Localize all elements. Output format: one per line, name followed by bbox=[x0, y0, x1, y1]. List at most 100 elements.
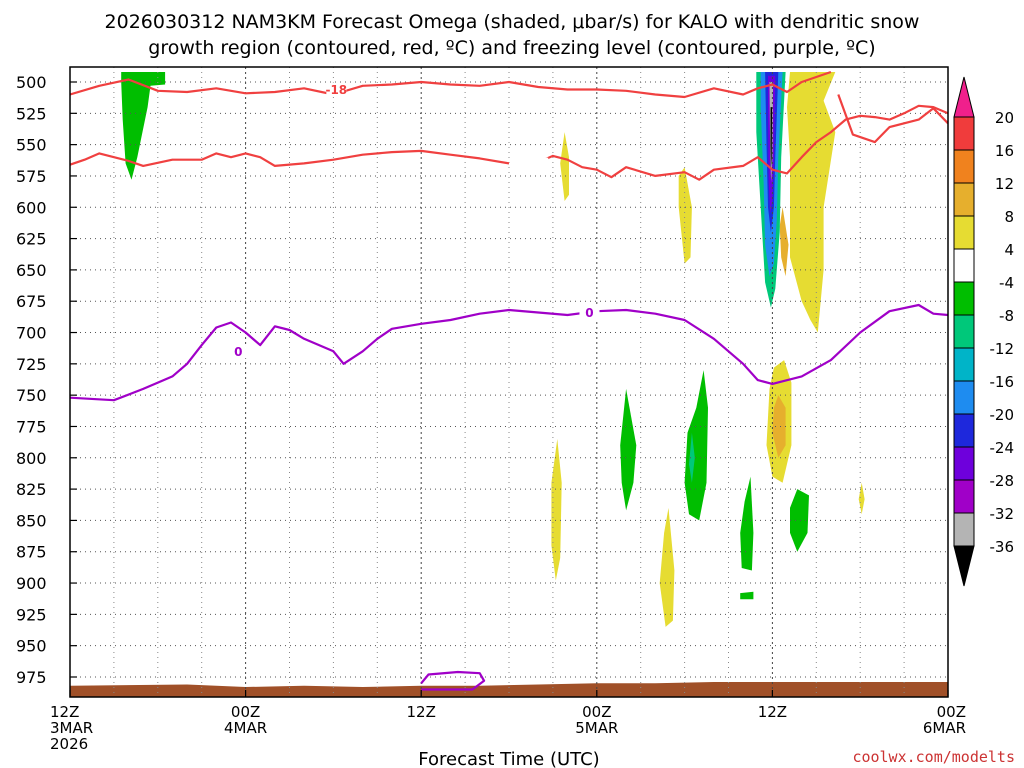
colorbar-bottom-arrow bbox=[953, 545, 975, 587]
y-tick-label-600: 600 bbox=[16, 198, 47, 217]
contour--18-1 bbox=[837, 94, 948, 144]
contour-0-4 bbox=[70, 303, 948, 402]
colorbar-swatch-1 bbox=[953, 149, 975, 184]
colorbar-swatch-11 bbox=[953, 479, 975, 514]
x-tick-label-36-1: 5MAR bbox=[575, 719, 618, 737]
y-tick-label-550: 550 bbox=[16, 136, 47, 155]
colorbar-label-5: -4 bbox=[999, 274, 1014, 292]
contour-label-0: -18 bbox=[325, 83, 347, 97]
contour--18-0 bbox=[70, 70, 832, 99]
contour-label-2: 0 bbox=[234, 345, 242, 359]
terrain-layer bbox=[70, 682, 948, 697]
colorbar-label-1: 16 bbox=[995, 142, 1014, 160]
omega-minus4-hour38 bbox=[620, 388, 637, 511]
contour-label-bg-0 bbox=[326, 82, 347, 97]
colorbar-label-13: -36 bbox=[990, 538, 1015, 556]
y-tick-label-500: 500 bbox=[16, 73, 47, 92]
colorbar-label-8: -16 bbox=[990, 373, 1015, 391]
y-tick-label-850: 850 bbox=[16, 511, 47, 530]
omega-minus4-hour42 bbox=[684, 370, 708, 521]
omega-shaded-regions bbox=[121, 72, 865, 627]
x-axis-label: Forecast Time (UTC) bbox=[418, 749, 599, 768]
omega-plus4-hour32 bbox=[551, 439, 562, 581]
contour--12-3 bbox=[537, 104, 948, 181]
colorbar-swatch-9 bbox=[953, 413, 975, 448]
omega-plus4-near-hour33 bbox=[560, 132, 569, 201]
contour-lines bbox=[70, 70, 948, 691]
omega-plus8-core bbox=[779, 207, 789, 277]
omega-minus4-small-blob bbox=[740, 591, 754, 600]
y-axis-ticks: 500 525 550 575 600 625 650 675 700 725 750 775 800 8… bbox=[16, 73, 77, 687]
plot-frame bbox=[69, 66, 949, 698]
credit-text: coolwx.com/modelts bbox=[852, 748, 1015, 766]
colorbar-label-12: -32 bbox=[990, 505, 1015, 523]
y-tick-label-675: 675 bbox=[16, 292, 47, 311]
x-tick-label-60-1: 6MAR bbox=[923, 719, 966, 737]
colorbar-swatch-8 bbox=[953, 380, 975, 415]
contour-labels: -18 0 0 bbox=[228, 82, 600, 359]
omega-minus4-hour46 bbox=[740, 476, 754, 571]
x-tick-label-60-0: 00Z bbox=[937, 703, 966, 721]
colorbar-swatch-12 bbox=[953, 512, 975, 547]
x-tick-label-36-0: 00Z bbox=[582, 703, 611, 721]
omega-minus8-hour42 bbox=[689, 432, 695, 483]
colorbar-swatch-0 bbox=[953, 116, 975, 151]
x-tick-label-0-2: 2026 bbox=[50, 735, 88, 753]
colorbar-label-10: -24 bbox=[990, 439, 1015, 457]
colorbar-label-11: -28 bbox=[990, 472, 1015, 490]
colorbar-label-2: 12 bbox=[995, 175, 1014, 193]
contour-label-3: 0 bbox=[585, 306, 593, 320]
contour--12-2 bbox=[70, 149, 510, 167]
terrain-surface bbox=[70, 682, 948, 697]
x-tick-label-48-0: 12Z bbox=[758, 703, 787, 721]
x-tick-label-0-1: 3MAR bbox=[50, 719, 93, 737]
colorbar-label-7: -12 bbox=[990, 340, 1015, 358]
contour-label-bg-1 bbox=[528, 157, 549, 172]
y-tick-label-800: 800 bbox=[16, 449, 47, 468]
omega-minus4-top-left bbox=[121, 72, 166, 180]
contour-0-5 bbox=[420, 670, 486, 691]
colorbar-swatch-7 bbox=[953, 347, 975, 382]
colorbar-label-0: 20 bbox=[995, 109, 1014, 127]
colorbar-label-6: -8 bbox=[999, 307, 1014, 325]
y-tick-label-700: 700 bbox=[16, 324, 47, 343]
x-tick-label-12-1: 4MAR bbox=[224, 719, 267, 737]
y-tick-label-825: 825 bbox=[16, 480, 47, 499]
x-tick-label-12-0: 00Z bbox=[231, 703, 260, 721]
colorbar-label-3: 8 bbox=[1004, 208, 1014, 226]
omega-colorbar: 20 16 12 8 4 -4 -8 -12 -16 -20 -24 -28 -32 -36 bbox=[953, 76, 1015, 587]
y-tick-label-575: 575 bbox=[16, 167, 47, 186]
y-tick-label-525: 525 bbox=[16, 104, 47, 123]
omega-plus4-near-hour42 bbox=[678, 167, 692, 264]
y-tick-label-775: 775 bbox=[16, 417, 47, 436]
omega-minus36-core bbox=[770, 107, 773, 170]
x-tick-label-24-0: 12Z bbox=[407, 703, 436, 721]
contour-label-bg-2 bbox=[228, 344, 249, 359]
colorbar-label-4: 4 bbox=[1004, 241, 1014, 259]
omega-plus4-hour54 bbox=[858, 482, 865, 515]
y-tick-label-950: 950 bbox=[16, 637, 47, 656]
contour-label-bg-3 bbox=[579, 305, 600, 320]
y-tick-label-750: 750 bbox=[16, 386, 47, 405]
grid-lines bbox=[70, 67, 948, 697]
colorbar-label-9: -20 bbox=[990, 406, 1015, 424]
y-tick-label-625: 625 bbox=[16, 230, 47, 249]
x-tick-label-0-0: 12Z bbox=[50, 703, 79, 721]
y-tick-label-925: 925 bbox=[16, 605, 47, 624]
colorbar-swatch-6 bbox=[953, 314, 975, 349]
chart-title-line-2: growth region (contoured, red, ºC) and f… bbox=[148, 37, 875, 59]
colorbar-swatch-4 bbox=[953, 248, 975, 283]
y-tick-label-875: 875 bbox=[16, 543, 47, 562]
omega-minus4-hour49 bbox=[790, 489, 809, 552]
y-tick-label-725: 725 bbox=[16, 355, 47, 374]
y-tick-label-975: 975 bbox=[16, 668, 47, 687]
omega-plus8-mid-right bbox=[772, 395, 786, 458]
omega-plus4-hour40 bbox=[659, 507, 675, 627]
y-tick-label-900: 900 bbox=[16, 574, 47, 593]
chart-title-line-1: 2026030312 NAM3KM Forecast Omega (shaded… bbox=[105, 11, 920, 33]
colorbar-swatch-2 bbox=[953, 182, 975, 217]
y-tick-label-650: 650 bbox=[16, 261, 47, 280]
